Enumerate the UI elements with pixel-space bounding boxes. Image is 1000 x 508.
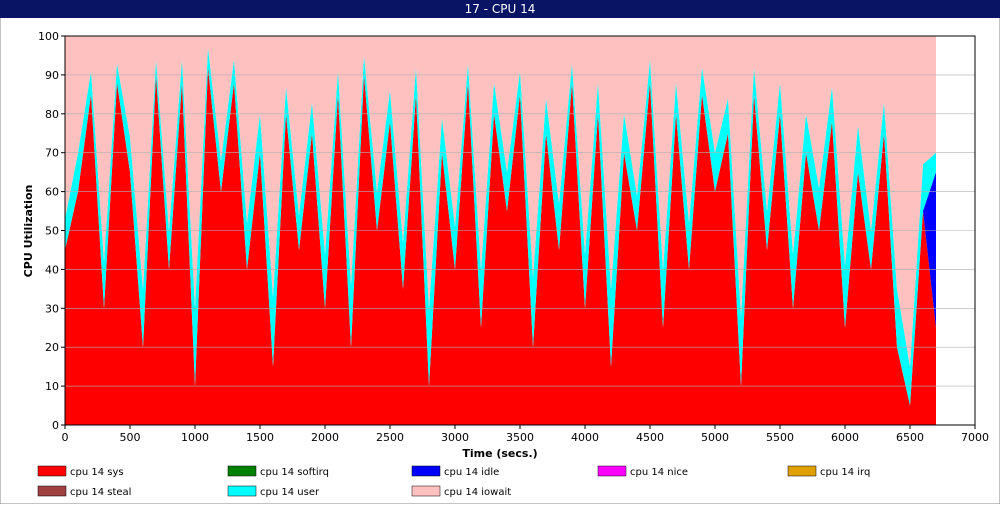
legend-label: cpu 14 steal	[70, 487, 131, 498]
x-tick-label: 6500	[896, 431, 924, 444]
x-tick-label: 2000	[311, 431, 339, 444]
x-tick-label: 500	[120, 431, 141, 444]
x-tick-label: 3000	[441, 431, 469, 444]
x-tick-label: 3500	[506, 431, 534, 444]
area	[65, 67, 936, 426]
x-tick-label: 1000	[181, 431, 209, 444]
x-tick-label: 2500	[376, 431, 404, 444]
x-tick-label: 4000	[571, 431, 599, 444]
legend-label: cpu 14 nice	[630, 467, 688, 478]
legend-swatch	[227, 485, 257, 497]
legend-swatch	[787, 465, 817, 477]
y-tick-label: 10	[45, 380, 59, 393]
x-tick-label: 5500	[766, 431, 794, 444]
y-tick-label: 80	[45, 108, 59, 121]
legend-swatch	[37, 465, 67, 477]
plot-border	[64, 35, 976, 426]
y-tick-label: 60	[45, 186, 59, 199]
y-tick-label: 40	[45, 263, 59, 276]
y-tick-label: 100	[38, 30, 59, 43]
legend-swatch	[227, 465, 257, 477]
x-tick-label: 5000	[701, 431, 729, 444]
area	[65, 36, 936, 367]
y-tick-label: 50	[45, 225, 59, 238]
x-tick-label: 7000	[961, 431, 989, 444]
x-tick-label: 1500	[246, 431, 274, 444]
legend-swatch	[411, 485, 441, 497]
legend-label: cpu 14 user	[260, 487, 320, 498]
legend-label: cpu 14 irq	[820, 467, 870, 478]
x-axis-label: Time (secs.)	[462, 447, 537, 460]
legend-swatch	[37, 485, 67, 497]
y-axis-label: CPU Utilization	[22, 185, 35, 278]
legend-swatch	[411, 465, 441, 477]
y-tick-label: 90	[45, 69, 59, 82]
x-tick-label: 0	[62, 431, 69, 444]
x-tick-label: 6000	[831, 431, 859, 444]
legend-label: cpu 14 iowait	[444, 487, 511, 498]
title-bar	[0, 0, 1000, 18]
y-tick-label: 30	[45, 302, 59, 315]
y-tick-label: 70	[45, 147, 59, 160]
chart-title: 17 - CPU 14	[465, 2, 536, 16]
y-tick-label: 0	[52, 419, 59, 432]
legend-label: cpu 14 sys	[70, 467, 124, 478]
x-tick-label: 4500	[636, 431, 664, 444]
legend-label: cpu 14 idle	[444, 467, 499, 478]
y-tick-label: 20	[45, 341, 59, 354]
legend-label: cpu 14 softirq	[260, 467, 329, 478]
legend-swatch	[597, 465, 627, 477]
